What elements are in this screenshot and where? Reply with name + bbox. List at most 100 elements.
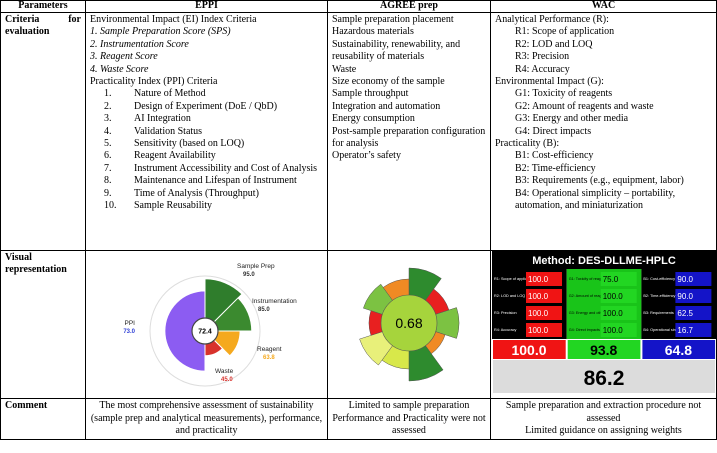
- segment-value: 45.0: [221, 377, 233, 383]
- segment-value: 73.0: [123, 329, 135, 335]
- total-value: 93.8: [590, 342, 617, 358]
- criterion-box: [600, 272, 637, 286]
- criterion-value: 100.0: [528, 326, 549, 335]
- wac-item: G3: Energy and other media: [515, 113, 629, 125]
- eppi-comment: The most comprehensive assessment of sus…: [85, 398, 328, 440]
- agree-item: Waste: [332, 63, 357, 75]
- overall-box: [492, 360, 715, 393]
- wac-item: G1: Toxicity of reagents: [515, 88, 613, 100]
- agree-item: Operator’s safety: [332, 150, 401, 162]
- total-box: [641, 340, 715, 359]
- row-label: Criteria for evaluation: [0, 12, 86, 251]
- criterion-box: [674, 323, 711, 337]
- ei-item: 1. Sample Preparation Score (SPS): [90, 26, 231, 38]
- item-text: Instrument Accessibility and Cost of Ana…: [134, 162, 318, 174]
- item-text: Validation Status: [134, 125, 203, 137]
- segment-name: PPI: [124, 320, 135, 327]
- criterion-box: [674, 289, 711, 303]
- item-number: 1.: [104, 88, 112, 100]
- criterion-box: [600, 306, 637, 320]
- outline-ring: [149, 275, 260, 387]
- wac-group-title: Environmental Impact (G):: [495, 76, 604, 88]
- criterion-label: R2: LOD and LOQ: [494, 294, 525, 298]
- wac-item: R3: Precision: [515, 51, 570, 63]
- wac-item: B4: Operational simplicity – portability…: [515, 187, 676, 212]
- item-number: 7.: [104, 162, 112, 174]
- criterion-box: [525, 306, 562, 320]
- score-wedge: [163, 290, 205, 372]
- score-wedge: [203, 297, 252, 332]
- criterion-value: 16.7: [677, 326, 693, 335]
- ei-item: 4. Waste Score: [90, 63, 149, 75]
- criterion-label: B3: Requirements: [643, 311, 673, 315]
- wac-item: R4: Accuracy: [515, 63, 570, 75]
- criterion-label: R3: Precision: [494, 311, 517, 315]
- item-number: 5.: [104, 138, 112, 150]
- score-disc: [380, 294, 438, 352]
- total-box: [492, 340, 566, 359]
- criterion-value: 90.0: [677, 292, 693, 301]
- agree-item: Post-sample preparation configuration fo…: [332, 125, 486, 150]
- criterion-value: 62.5: [677, 309, 693, 318]
- criterion-box: [674, 306, 711, 320]
- segment-name: Instrumentation: [252, 298, 297, 305]
- criterion-box: [525, 323, 562, 337]
- total-box: [567, 340, 640, 359]
- item-text: Nature of Method: [134, 88, 206, 100]
- agree-item: Integration and automation: [332, 100, 441, 112]
- criterion-label: B2: Time-efficiency: [643, 294, 675, 298]
- ppi-item: 8. Maintenance and Lifespan of Instrument: [90, 175, 323, 187]
- item-text: Design of Experiment (DoE / QbD): [134, 100, 278, 112]
- ppi-item: 6. Reagent Availability: [90, 150, 323, 162]
- comparison-table: Parameters EPPI AGREE prep WAC Criteria …: [0, 0, 717, 440]
- center-score: 72.4: [198, 329, 212, 336]
- criterion-box: [600, 323, 637, 337]
- wac-item: G2: Amount of reagents and waste: [515, 100, 654, 112]
- agree-item: Sample preparation placement: [332, 14, 454, 25]
- ei-item: 3. Reagent Score: [90, 51, 158, 63]
- center-disc: [190, 317, 219, 345]
- eppi-figure-cell: Sample Prep 95.0 Instrumentation 85.0 Reagen…: [85, 249, 328, 400]
- ppi-item: 3. AI Integration: [90, 113, 323, 125]
- header-row: Parameters EPPI AGREE prep WAC: [0, 0, 717, 13]
- wac-comment: Sample preparation and extraction proced…: [490, 398, 717, 440]
- ei-item: 2. Instrumentation Score: [90, 38, 189, 50]
- agree-criteria: Sample preparation placement Hazardous ma…: [327, 12, 491, 251]
- wac-figure: Method: DES-DLLME-HPLC R1: Scope of appli…: [491, 251, 716, 393]
- row-label: Comment: [0, 398, 86, 440]
- wac-item: B2: Time-efficiency: [515, 162, 596, 174]
- criterion-label: G3: Energy and other media: [568, 311, 617, 315]
- wac-item: R1: Scope of application: [515, 26, 615, 38]
- criterion-box: [600, 289, 637, 303]
- item-number: 6.: [104, 150, 112, 162]
- segment-value: 85.0: [258, 307, 270, 313]
- ppi-title: Practicality Index (PPI) Criteria: [90, 76, 218, 88]
- criterion-label: B4: Operational simplicity: [643, 328, 686, 332]
- ppi-item: 2. Design of Experiment (DoE / QbD): [90, 101, 323, 113]
- item-text: Sample Reusability: [134, 200, 213, 212]
- item-text: Maintenance and Lifespan of Instrument: [134, 175, 297, 187]
- total-value: 100.0: [511, 342, 546, 358]
- ppi-item: 10. Sample Reusability: [90, 200, 323, 212]
- ei-title: Environmental Impact (EI) Index Criteria: [90, 14, 257, 25]
- criterion-value: 75.0: [602, 275, 618, 284]
- agree-figure-cell: 0.68: [327, 249, 491, 400]
- ppi-item: 7. Instrument Accessibility and Cost of A…: [90, 163, 323, 175]
- criterion-label: G2: Amount of reagents and waste: [568, 294, 626, 298]
- wac-item: R2: LOD and LOQ: [515, 38, 593, 50]
- wac-figure-cell: Method: DES-DLLME-HPLC R1: Scope of appli…: [490, 249, 717, 400]
- item-number: 10.: [104, 200, 117, 212]
- eppi-figure: Sample Prep 95.0 Instrumentation 85.0 Reagen…: [123, 263, 297, 387]
- segment-name: Sample Prep: [237, 263, 275, 270]
- score-wedge: [204, 278, 243, 333]
- ppi-item: 1. Nature of Method: [90, 88, 323, 100]
- criterion-value: 100.0: [528, 292, 549, 301]
- header-cell: EPPI: [85, 0, 328, 13]
- agree-item: Energy consumption: [332, 113, 415, 125]
- comment-line: Limited guidance on assigning weights: [525, 425, 682, 437]
- agree-item: Hazardous materials: [332, 26, 414, 38]
- header-cell: AGREE prep: [327, 0, 491, 13]
- criterion-value: 100.0: [602, 292, 623, 301]
- agree-item: Size economy of the sample: [332, 76, 445, 88]
